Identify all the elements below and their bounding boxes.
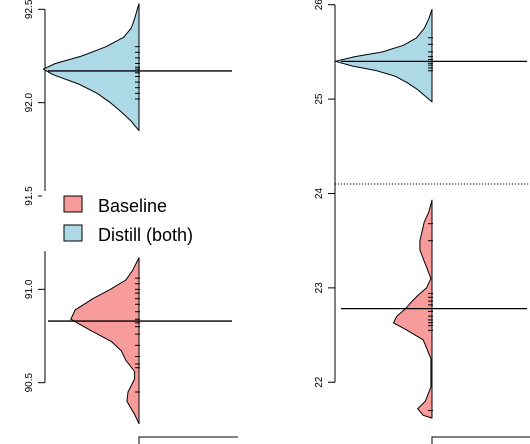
y-tick-label: 92.0 <box>24 92 35 112</box>
legend-swatch-baseline <box>63 195 83 213</box>
legend-label-baseline: Baseline <box>98 196 167 216</box>
plot-frame <box>431 436 530 444</box>
violin-baseline <box>70 257 140 425</box>
right-panel: 22 23 24 25 26 <box>314 0 530 444</box>
left-panel: 90.5 91.0 91.5 92.0 92.5 <box>24 0 238 444</box>
legend-swatch-distill <box>63 224 83 242</box>
violin-distill-both <box>42 3 140 132</box>
y-tick-label: 26 <box>314 0 325 10</box>
y-tick-label: 91.5 <box>24 186 35 206</box>
legend: Baseline Distill (both) <box>42 191 240 251</box>
y-tick-label: 91.0 <box>24 279 35 299</box>
y-tick-label: 24 <box>314 187 325 199</box>
legend-label-distill: Distill (both) <box>98 225 193 245</box>
plot-frame <box>138 436 238 444</box>
y-tick-label: 25 <box>314 93 325 105</box>
y-tick-label: 23 <box>314 282 325 294</box>
y-tick-label: 92.5 <box>24 0 35 19</box>
y-tick-label: 22 <box>314 376 325 388</box>
y-tick-label: 90.5 <box>24 372 35 392</box>
violin-distill-both <box>334 8 433 103</box>
